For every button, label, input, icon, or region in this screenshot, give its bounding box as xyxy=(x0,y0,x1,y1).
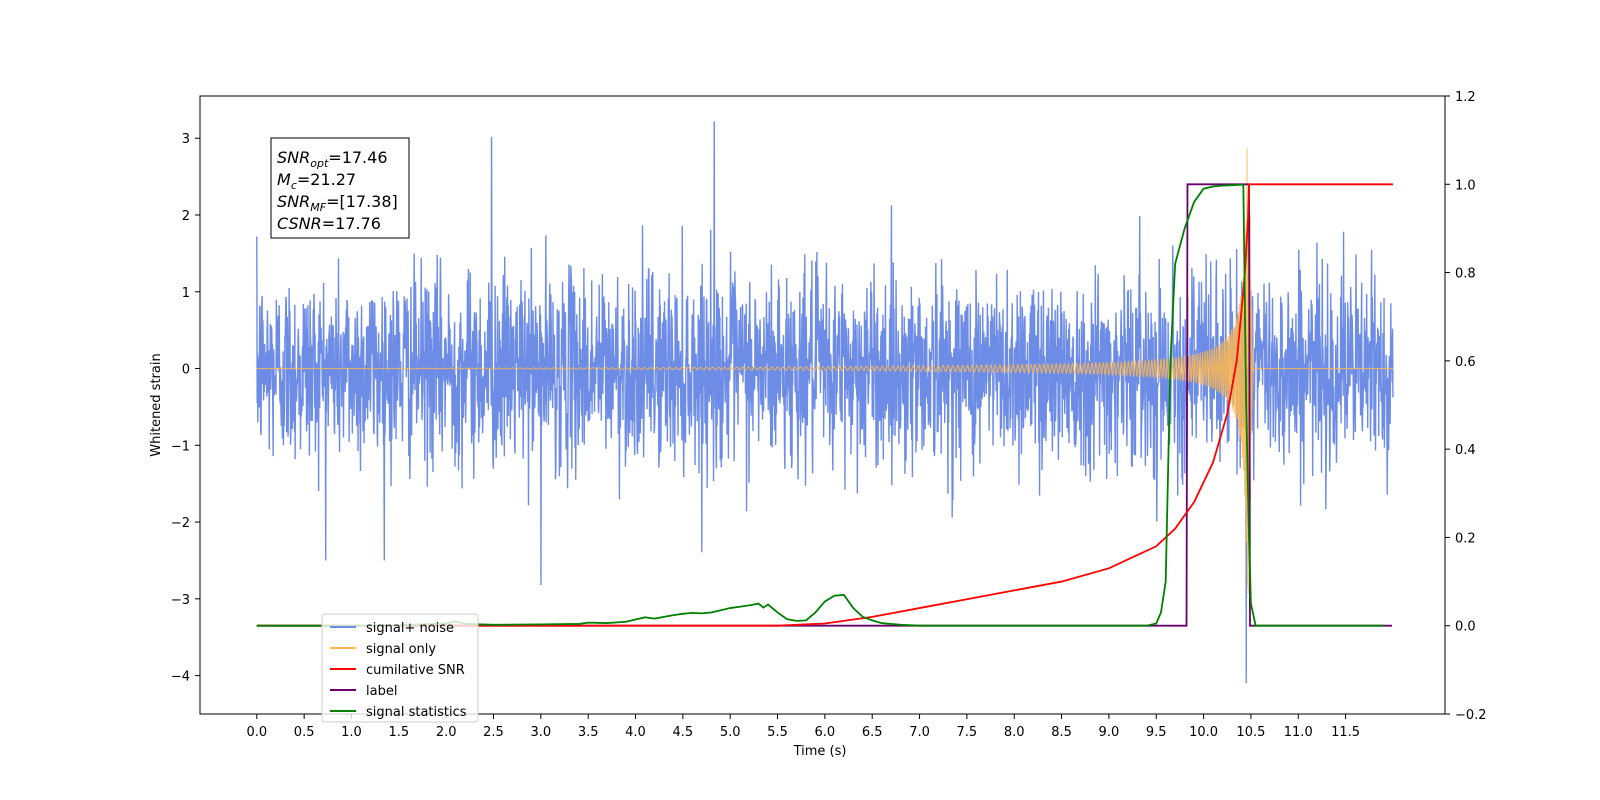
y2-tick-label: 1.2 xyxy=(1455,90,1476,105)
annotation-line: Mc=21.27 xyxy=(277,170,356,192)
x-tick-label: 1.5 xyxy=(388,725,409,740)
x-tick-label: 8.0 xyxy=(1004,725,1025,740)
x-tick-label: 6.0 xyxy=(815,725,836,740)
y2-tick-label: 1.0 xyxy=(1455,178,1476,193)
y-tick-label: 0 xyxy=(182,363,190,378)
y-tick-label: −2 xyxy=(171,516,190,531)
x-tick-label: 9.5 xyxy=(1146,725,1167,740)
series-signal-noise xyxy=(256,121,1394,684)
y-tick-label: 3 xyxy=(182,132,190,147)
y-tick-label: −1 xyxy=(171,439,190,454)
y2-tick-label: 0.8 xyxy=(1455,267,1476,282)
legend-label: signal statistics xyxy=(366,705,467,720)
x-tick-label: 3.0 xyxy=(530,725,551,740)
x-tick-label: 3.5 xyxy=(578,725,599,740)
legend-label: label xyxy=(366,684,397,699)
x-tick-label: 10.5 xyxy=(1236,725,1265,740)
y-axis-title: Whitened strain xyxy=(149,353,164,456)
y-tick-label: −3 xyxy=(171,593,190,608)
x-tick-label: 8.5 xyxy=(1051,725,1072,740)
axes-frame xyxy=(199,95,1446,715)
x-tick-label: 7.0 xyxy=(909,725,930,740)
x-tick-label: 10.0 xyxy=(1189,725,1218,740)
x-tick-label: 4.5 xyxy=(673,725,694,740)
y-tick-label: −4 xyxy=(171,670,190,685)
x-tick-label: 11.0 xyxy=(1284,725,1313,740)
annotation-box: SNRopt=17.46Mc=21.27SNRMF=[17.38]CSNR=17… xyxy=(270,137,410,239)
legend-label: signal only xyxy=(366,642,436,657)
series-signal-only xyxy=(256,148,1393,594)
x-tick-label: 11.5 xyxy=(1331,725,1360,740)
y-tick-label: 1 xyxy=(182,286,190,301)
y2-tick-label: −0.2 xyxy=(1455,708,1487,723)
y-axis-right: −0.2 0.0 0.2 0.4 0.6 0.8 1.0 1.2 xyxy=(1445,90,1487,723)
y-axis-left: −4 −3 −2 −1 0 1 2 3 xyxy=(171,132,200,685)
y2-tick-label: 0.6 xyxy=(1455,355,1476,370)
series-layer xyxy=(256,121,1394,684)
y2-tick-label: 0.4 xyxy=(1455,443,1476,458)
series-signal-statistics xyxy=(256,183,1384,627)
legend: signal+ noise signal only cumilative SNR la… xyxy=(321,613,479,723)
x-axis: 0.0 0.5 1.0 1.5 2.0 2.5 3.0 3.5 4.0 4.5 5.0 5.5 6.0 6… xyxy=(246,714,1360,740)
x-tick-label: 2.5 xyxy=(483,725,504,740)
y-tick-label: 2 xyxy=(182,209,190,224)
x-tick-label: 6.5 xyxy=(862,725,883,740)
x-tick-label: 0.5 xyxy=(294,725,315,740)
x-tick-label: 0.0 xyxy=(246,725,267,740)
x-tick-label: 2.0 xyxy=(436,725,457,740)
annotation-line: SNRopt=17.46 xyxy=(277,148,388,170)
legend-frame xyxy=(321,613,479,723)
y2-tick-label: 0.2 xyxy=(1455,531,1476,546)
annotation-frame xyxy=(270,137,410,239)
y2-tick-label: 0.0 xyxy=(1455,620,1476,635)
x-tick-label: 9.0 xyxy=(1099,725,1120,740)
x-tick-label: 4.0 xyxy=(625,725,646,740)
x-tick-label: 5.5 xyxy=(767,725,788,740)
x-tick-label: 5.0 xyxy=(720,725,741,740)
series-cumulative-snr xyxy=(256,183,1393,627)
x-axis-title: Time (s) xyxy=(793,744,847,759)
legend-label: signal+ noise xyxy=(366,621,454,636)
legend-label: cumilative SNR xyxy=(366,663,465,678)
x-tick-label: 1.0 xyxy=(341,725,362,740)
annotation-line: CSNR=17.76 xyxy=(277,214,381,233)
annotation-line: SNRMF=[17.38] xyxy=(277,192,398,214)
x-tick-label: 7.5 xyxy=(957,725,978,740)
